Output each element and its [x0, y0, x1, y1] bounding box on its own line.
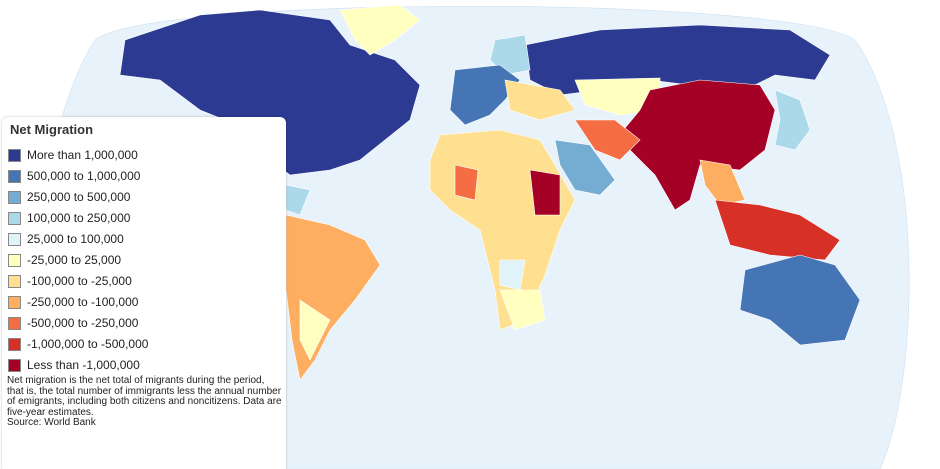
country	[119, 9, 421, 176]
legend-swatch	[8, 295, 21, 309]
country	[454, 164, 479, 201]
legend-item[interactable]: -1,000,000 to -500,000	[8, 336, 148, 352]
note-text: Net migration is the net total of migran…	[7, 375, 282, 418]
legend-label: -100,000 to -25,000	[27, 274, 132, 288]
country	[449, 64, 521, 126]
country	[285, 184, 311, 216]
legend-label: -1,000,000 to -500,000	[27, 337, 149, 351]
country	[504, 79, 576, 121]
legend-label: -25,000 to 25,000	[27, 253, 122, 267]
legend-item[interactable]: 500,000 to 1,000,000	[8, 168, 140, 184]
country	[339, 4, 421, 56]
legend-label: 25,000 to 100,000	[27, 232, 124, 246]
legend-label: 250,000 to 500,000	[27, 190, 131, 204]
legend: Net Migration More than 1,000,000 500,000…	[2, 117, 286, 469]
legend-title: Net Migration	[10, 122, 94, 137]
country	[714, 199, 841, 261]
country	[529, 169, 561, 216]
country	[554, 139, 616, 196]
legend-swatch	[8, 211, 21, 225]
legend-label: -250,000 to -100,000	[27, 295, 139, 309]
legend-swatch	[8, 190, 21, 204]
legend-label: -500,000 to -250,000	[27, 316, 139, 330]
legend-swatch	[8, 148, 21, 162]
legend-label: 500,000 to 1,000,000	[27, 169, 141, 183]
legend-swatch	[8, 337, 21, 351]
country	[574, 119, 641, 161]
legend-item[interactable]: Less than -1,000,000	[8, 357, 140, 373]
country	[499, 289, 546, 331]
legend-item[interactable]: -100,000 to -25,000	[8, 273, 132, 289]
legend-item[interactable]: -250,000 to -100,000	[8, 294, 138, 310]
legend-swatch	[8, 232, 21, 246]
legend-item[interactable]: -25,000 to 25,000	[8, 252, 121, 268]
legend-label: 100,000 to 250,000	[27, 211, 131, 225]
source: Source: World Bank	[7, 417, 96, 429]
legend-label: Less than -1,000,000	[27, 358, 140, 372]
legend-item[interactable]: More than 1,000,000	[8, 147, 138, 163]
legend-swatch	[8, 169, 21, 183]
legend-item[interactable]: 250,000 to 500,000	[8, 189, 130, 205]
legend-swatch	[8, 253, 21, 267]
country	[524, 24, 831, 96]
country	[299, 299, 331, 361]
legend-swatch	[8, 274, 21, 288]
legend-item[interactable]: -500,000 to -250,000	[8, 315, 138, 331]
legend-item[interactable]: 25,000 to 100,000	[8, 231, 124, 247]
legend-swatch	[8, 316, 21, 330]
country	[774, 89, 811, 151]
country	[739, 254, 861, 346]
legend-item[interactable]: 100,000 to 250,000	[8, 210, 130, 226]
legend-swatch	[8, 358, 21, 372]
note: Net migration is the net total of migran…	[7, 375, 283, 429]
legend-label: More than 1,000,000	[27, 148, 138, 162]
